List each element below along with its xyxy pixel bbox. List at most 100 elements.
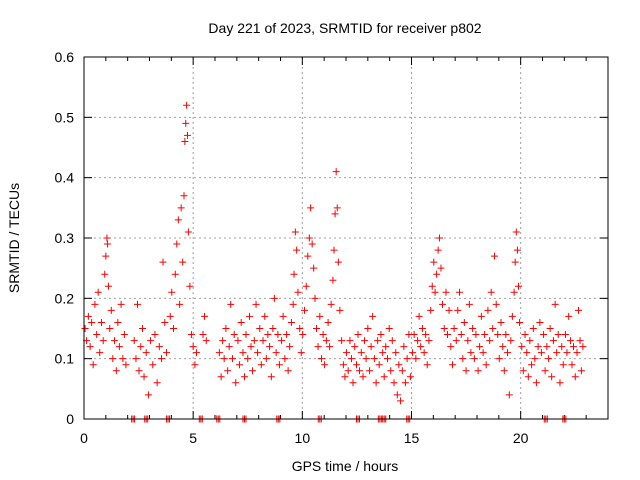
data-point	[532, 379, 540, 387]
data-point	[245, 312, 253, 320]
data-point	[283, 331, 291, 339]
data-point	[252, 300, 260, 308]
data-point	[293, 246, 301, 254]
data-point	[505, 391, 513, 399]
data-point	[222, 325, 230, 332]
data-point	[380, 373, 388, 381]
data-point	[94, 288, 102, 296]
data-point	[387, 367, 395, 375]
data-point	[528, 361, 536, 369]
data-point	[449, 361, 457, 369]
data-point	[502, 331, 510, 339]
data-point	[428, 282, 436, 290]
data-point	[266, 343, 274, 351]
data-point	[558, 343, 566, 351]
data-point	[382, 343, 390, 351]
data-point	[571, 373, 579, 381]
data-point	[239, 349, 247, 357]
data-point	[545, 355, 553, 363]
data-point	[548, 373, 556, 381]
data-point	[232, 379, 240, 387]
data-point	[537, 349, 545, 357]
data-point	[531, 355, 539, 363]
data-point	[149, 361, 157, 369]
data-point	[224, 367, 232, 375]
data-point	[576, 337, 584, 345]
data-point	[338, 337, 346, 345]
data-point	[561, 331, 569, 339]
data-point	[257, 361, 265, 369]
data-point	[362, 355, 370, 363]
data-point	[142, 349, 150, 357]
data-point	[477, 312, 485, 320]
data-point	[417, 343, 425, 351]
data-point	[351, 343, 359, 351]
data-point	[543, 343, 551, 351]
data-point	[516, 318, 524, 326]
data-point	[440, 325, 448, 332]
data-point	[554, 331, 562, 339]
data-point	[575, 306, 583, 314]
data-point	[511, 258, 519, 266]
data-point	[183, 101, 191, 109]
data-point	[383, 355, 391, 363]
data-point	[526, 337, 534, 345]
x-axis-title: GPS time / hours	[292, 458, 399, 474]
data-point	[486, 337, 494, 345]
data-point	[259, 337, 267, 345]
data-point	[546, 325, 554, 332]
x-tick-label: 15	[404, 430, 420, 446]
y-tick-label: 0	[66, 411, 74, 427]
data-point	[403, 355, 411, 363]
data-point	[573, 349, 581, 357]
data-point	[398, 367, 406, 375]
data-point	[250, 337, 258, 345]
data-point	[344, 367, 352, 375]
data-point	[171, 270, 179, 278]
data-point	[161, 318, 169, 326]
data-point	[189, 343, 197, 351]
data-point	[504, 349, 512, 357]
data-point	[379, 349, 387, 357]
chart-title: Day 221 of 2023, SRMTID for receiver p80…	[208, 20, 481, 36]
data-point	[103, 234, 111, 242]
data-point	[313, 325, 321, 332]
data-point	[540, 331, 548, 339]
data-point	[462, 367, 470, 375]
data-point	[117, 300, 125, 308]
data-point	[425, 337, 433, 345]
data-point	[330, 246, 338, 254]
data-point	[144, 391, 152, 399]
data-point	[459, 355, 467, 363]
data-point	[495, 355, 503, 363]
x-tick-label: 10	[295, 430, 311, 446]
data-point	[409, 349, 417, 357]
data-point	[499, 343, 507, 351]
data-point	[437, 264, 445, 272]
y-tick-label: 0.3	[55, 230, 75, 246]
data-point	[294, 288, 302, 296]
data-point	[81, 325, 89, 332]
data-point	[111, 337, 119, 345]
data-point	[184, 228, 192, 236]
data-point	[140, 373, 148, 381]
data-point	[311, 294, 319, 302]
data-point	[318, 355, 326, 363]
x-tick-label: 5	[189, 430, 197, 446]
data-point	[119, 355, 127, 363]
data-point	[215, 349, 223, 357]
data-point	[324, 318, 332, 326]
data-point	[467, 349, 475, 357]
data-point	[397, 397, 405, 405]
data-point	[307, 204, 315, 212]
data-point	[88, 318, 96, 326]
data-point	[518, 343, 526, 351]
data-point	[476, 343, 484, 351]
data-point	[199, 331, 207, 339]
data-point	[410, 331, 418, 339]
data-point	[385, 325, 393, 332]
data-point	[301, 306, 309, 314]
data-point	[534, 343, 542, 351]
data-point	[400, 343, 408, 351]
